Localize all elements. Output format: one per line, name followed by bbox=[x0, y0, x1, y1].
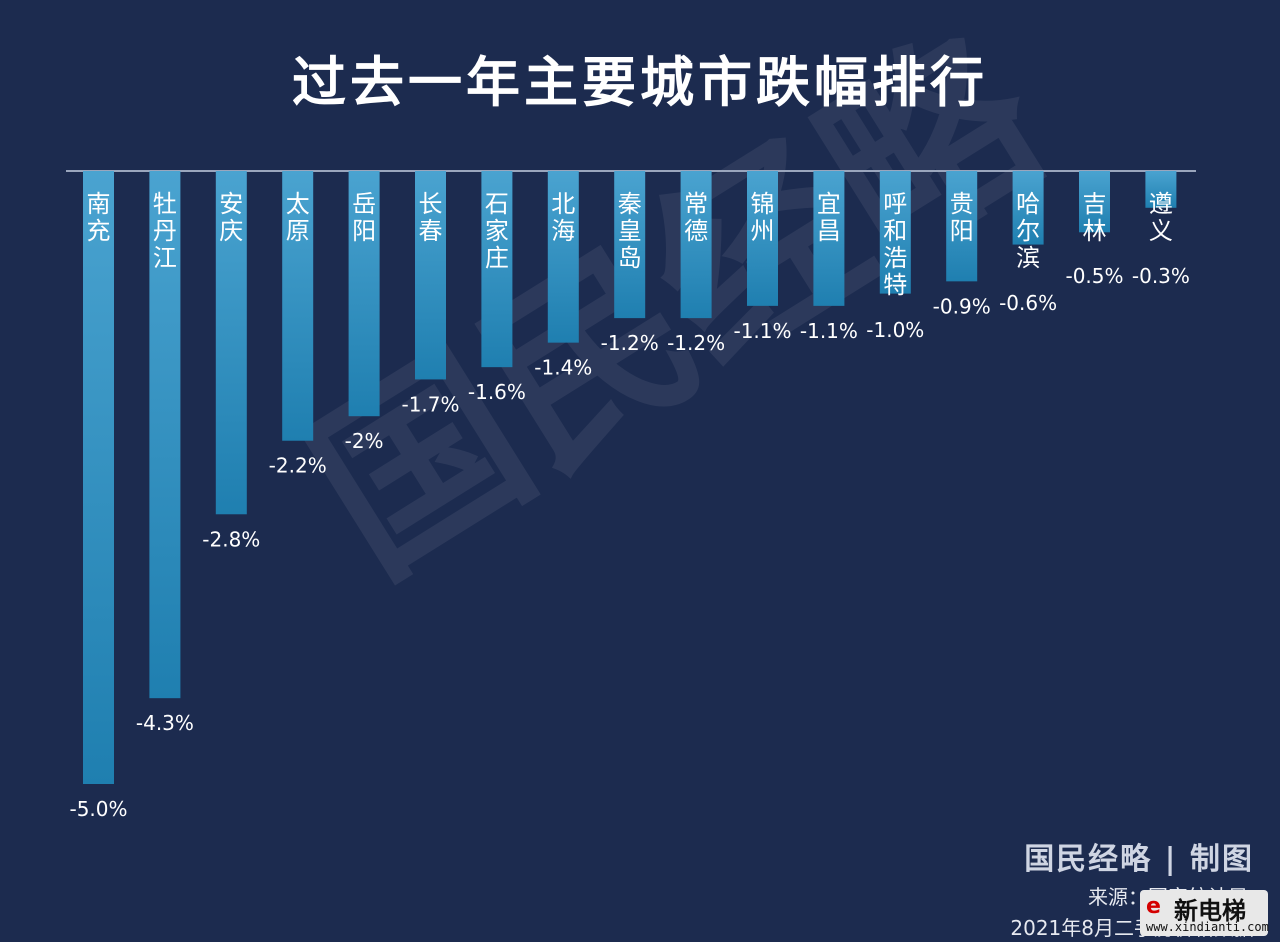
category-label: 哈尔滨 bbox=[1016, 190, 1040, 272]
bar-长春 bbox=[415, 171, 446, 380]
bar-岳阳 bbox=[348, 171, 380, 417]
bar-吉林 bbox=[1079, 171, 1110, 233]
logo-text: 新电梯 bbox=[1174, 897, 1246, 925]
bar-南充 bbox=[83, 171, 114, 784]
category-label: 常德 bbox=[684, 190, 708, 245]
data-label: -0.3% bbox=[1132, 264, 1190, 288]
bar-秦皇岛 bbox=[614, 171, 646, 319]
bar-锦州 bbox=[747, 171, 778, 306]
data-label: -1.7% bbox=[401, 392, 459, 416]
bar-北海 bbox=[547, 171, 579, 343]
category-label: 安庆 bbox=[219, 190, 243, 245]
bar-安庆 bbox=[215, 171, 247, 515]
category-label: 太原 bbox=[286, 190, 310, 245]
bar-宜昌 bbox=[813, 171, 845, 306]
data-label: -1.2% bbox=[601, 331, 659, 355]
bar-贵阳 bbox=[946, 171, 978, 282]
category-label: 岳阳 bbox=[352, 190, 376, 245]
data-label: -4.3% bbox=[136, 711, 194, 735]
data-label: -0.5% bbox=[1065, 264, 1123, 288]
brand-label: 国民经略 | 制图 bbox=[1024, 842, 1254, 877]
data-label: -1.0% bbox=[866, 318, 924, 342]
category-label: 石家庄 bbox=[485, 190, 509, 272]
chart-title: 过去一年主要城市跌幅排行 bbox=[292, 51, 988, 114]
bar-呼和浩特 bbox=[879, 171, 911, 294]
bar-哈尔滨 bbox=[1012, 171, 1044, 245]
category-label: 锦州 bbox=[751, 190, 775, 245]
data-label: -1.2% bbox=[667, 331, 725, 355]
bar-遵义 bbox=[1145, 171, 1177, 208]
category-label: 北海 bbox=[551, 190, 575, 245]
data-label: -1.1% bbox=[800, 319, 858, 343]
data-label: -1.4% bbox=[534, 356, 592, 380]
data-label: -2% bbox=[345, 429, 384, 453]
data-label: -1.6% bbox=[468, 380, 526, 404]
data-label: -2.8% bbox=[202, 527, 260, 551]
category-label: 牡丹江 bbox=[153, 190, 177, 272]
category-label: 吉林 bbox=[1083, 190, 1107, 245]
category-label: 南充 bbox=[87, 190, 111, 245]
bar-常德 bbox=[680, 171, 712, 319]
elevator-logo-icon: e bbox=[1146, 894, 1161, 919]
data-label: -1.1% bbox=[733, 319, 791, 343]
category-label: 遵义 bbox=[1149, 190, 1173, 245]
category-label: 呼和浩特 bbox=[883, 190, 907, 299]
bar-石家庄 bbox=[481, 171, 513, 368]
data-label: -0.6% bbox=[999, 291, 1057, 315]
data-label: -5.0% bbox=[69, 797, 127, 821]
site-logo[interactable]: e 新电梯 www.xindianti.com bbox=[1140, 890, 1269, 936]
logo-url: www.xindianti.com bbox=[1146, 920, 1269, 934]
bar-太原 bbox=[282, 171, 314, 441]
category-label: 宜昌 bbox=[817, 190, 841, 245]
data-label: -2.2% bbox=[269, 454, 327, 478]
category-label: 秦皇岛 bbox=[618, 190, 642, 272]
data-label: -0.9% bbox=[933, 294, 991, 318]
category-label: 长春 bbox=[419, 190, 443, 245]
bar-牡丹江 bbox=[149, 171, 181, 699]
category-label: 贵阳 bbox=[950, 190, 974, 245]
